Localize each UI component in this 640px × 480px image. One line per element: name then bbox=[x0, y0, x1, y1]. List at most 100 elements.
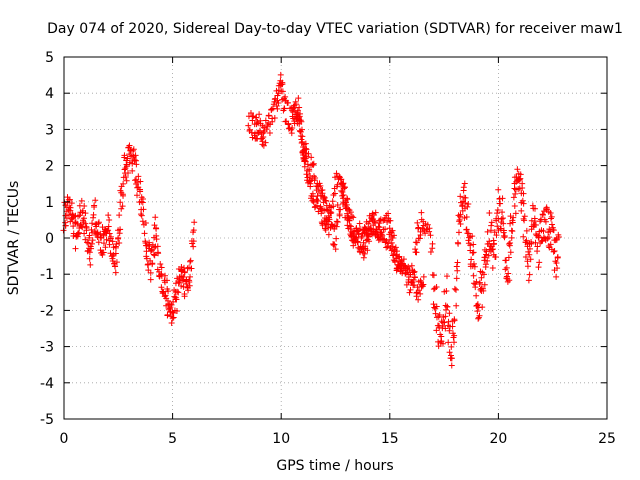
data-point bbox=[420, 273, 427, 280]
data-point bbox=[303, 171, 310, 178]
data-point bbox=[469, 233, 476, 240]
data-point bbox=[260, 142, 267, 149]
data-point bbox=[413, 249, 420, 256]
data-point bbox=[391, 246, 398, 253]
data-point bbox=[456, 213, 463, 220]
data-point bbox=[66, 211, 73, 218]
data-point bbox=[505, 241, 512, 248]
data-point bbox=[526, 245, 533, 252]
data-point bbox=[420, 281, 427, 288]
data-point bbox=[88, 240, 95, 247]
data-point bbox=[547, 241, 554, 248]
axis-ticks bbox=[63, 56, 608, 420]
data-point bbox=[352, 234, 359, 241]
data-point bbox=[89, 220, 96, 227]
data-point bbox=[443, 288, 450, 295]
data-point bbox=[174, 288, 181, 295]
data-point bbox=[388, 239, 395, 246]
data-point bbox=[317, 182, 324, 189]
data-point bbox=[187, 273, 194, 280]
data-point bbox=[386, 236, 393, 243]
data-point bbox=[277, 71, 284, 78]
data-point bbox=[76, 212, 83, 219]
data-point bbox=[107, 233, 114, 240]
data-point bbox=[325, 231, 332, 238]
data-point bbox=[439, 340, 446, 347]
data-point bbox=[523, 227, 530, 234]
data-point bbox=[310, 160, 317, 167]
data-point bbox=[435, 343, 442, 350]
data-point bbox=[187, 257, 194, 264]
data-point bbox=[151, 252, 158, 259]
data-point bbox=[70, 223, 77, 230]
data-point bbox=[510, 214, 517, 221]
data-point bbox=[415, 287, 422, 294]
data-point bbox=[105, 212, 112, 219]
data-point bbox=[318, 210, 325, 217]
data-point bbox=[444, 303, 451, 310]
data-point bbox=[482, 261, 489, 268]
data-point bbox=[391, 258, 398, 265]
data-point bbox=[149, 260, 156, 267]
data-point bbox=[124, 155, 131, 162]
data-point bbox=[387, 217, 394, 224]
data-point bbox=[157, 260, 164, 267]
data-point bbox=[548, 221, 555, 228]
data-point bbox=[190, 243, 197, 250]
data-point bbox=[366, 212, 373, 219]
data-point bbox=[442, 325, 449, 332]
data-point bbox=[542, 218, 549, 225]
data-point bbox=[433, 283, 440, 290]
data-point bbox=[121, 152, 128, 159]
data-point bbox=[113, 240, 120, 247]
data-point bbox=[464, 203, 471, 210]
data-point bbox=[451, 332, 458, 339]
data-point bbox=[407, 286, 414, 293]
data-point bbox=[180, 274, 187, 281]
data-point bbox=[151, 244, 158, 251]
data-point bbox=[100, 249, 107, 256]
data-point bbox=[120, 180, 127, 187]
data-point bbox=[529, 202, 536, 209]
data-point bbox=[398, 262, 405, 269]
data-point bbox=[474, 308, 481, 315]
data-point bbox=[67, 204, 74, 211]
data-point bbox=[301, 163, 308, 170]
data-point bbox=[451, 317, 458, 324]
data-point bbox=[471, 263, 478, 270]
data-point bbox=[190, 227, 197, 234]
data-point bbox=[448, 355, 455, 362]
data-point bbox=[520, 200, 527, 207]
data-point bbox=[518, 207, 525, 214]
data-point bbox=[113, 259, 120, 266]
data-point bbox=[297, 117, 304, 124]
data-point bbox=[123, 163, 130, 170]
data-point bbox=[521, 217, 528, 224]
data-point bbox=[507, 249, 514, 256]
data-point bbox=[505, 270, 512, 277]
data-point bbox=[417, 277, 424, 284]
data-point bbox=[445, 318, 452, 325]
data-point bbox=[279, 88, 286, 95]
data-point bbox=[346, 215, 353, 222]
data-point bbox=[348, 223, 355, 230]
data-point bbox=[333, 223, 340, 230]
data-point bbox=[254, 118, 261, 125]
data-point bbox=[353, 234, 360, 241]
data-point bbox=[465, 200, 472, 207]
data-point bbox=[344, 196, 351, 203]
data-point bbox=[325, 218, 332, 225]
data-point bbox=[95, 220, 102, 227]
x-tick-label: 10 bbox=[272, 431, 290, 447]
data-point bbox=[344, 222, 351, 229]
y-tick-label: -3 bbox=[40, 340, 54, 356]
data-point bbox=[188, 265, 195, 272]
data-point bbox=[354, 238, 361, 245]
data-point bbox=[253, 114, 260, 121]
data-point bbox=[334, 218, 341, 225]
data-point bbox=[328, 209, 335, 216]
data-point bbox=[274, 105, 281, 112]
data-point bbox=[132, 152, 139, 159]
data-point bbox=[88, 226, 95, 233]
data-point bbox=[474, 301, 481, 308]
